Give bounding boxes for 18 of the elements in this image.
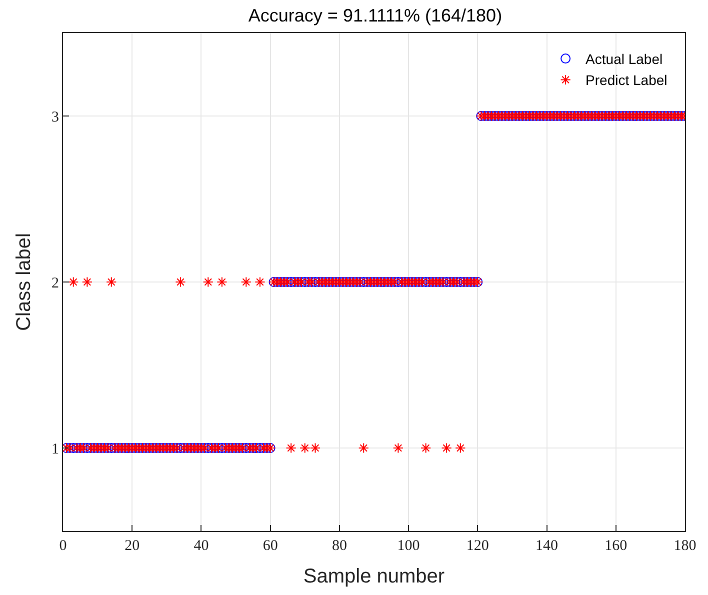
x-tick-label: 180 [674, 538, 696, 554]
x-tick-label: 120 [466, 538, 489, 554]
x-tick-label: 20 [124, 538, 140, 554]
x-axis-title: Sample number [303, 566, 445, 588]
y-tick-label: 1 [52, 441, 59, 458]
legend-label: Predict Label [586, 72, 668, 88]
x-tick-label: 140 [536, 538, 558, 554]
x-tick-label: 80 [332, 538, 347, 554]
x-tick-label: 0 [59, 538, 67, 554]
x-tick-label: 160 [604, 538, 628, 554]
legend-label: Actual Label [586, 51, 663, 68]
x-tick-label: 60 [262, 538, 278, 554]
x-tick-label: 40 [194, 538, 209, 554]
y-tick-label: 3 [52, 109, 59, 126]
y-tick-label: 2 [52, 275, 59, 292]
chart-title: Accuracy = 91.1111% (164/180) [248, 6, 502, 26]
x-tick-label: 100 [397, 538, 420, 554]
y-axis-title: Class label [13, 233, 35, 331]
